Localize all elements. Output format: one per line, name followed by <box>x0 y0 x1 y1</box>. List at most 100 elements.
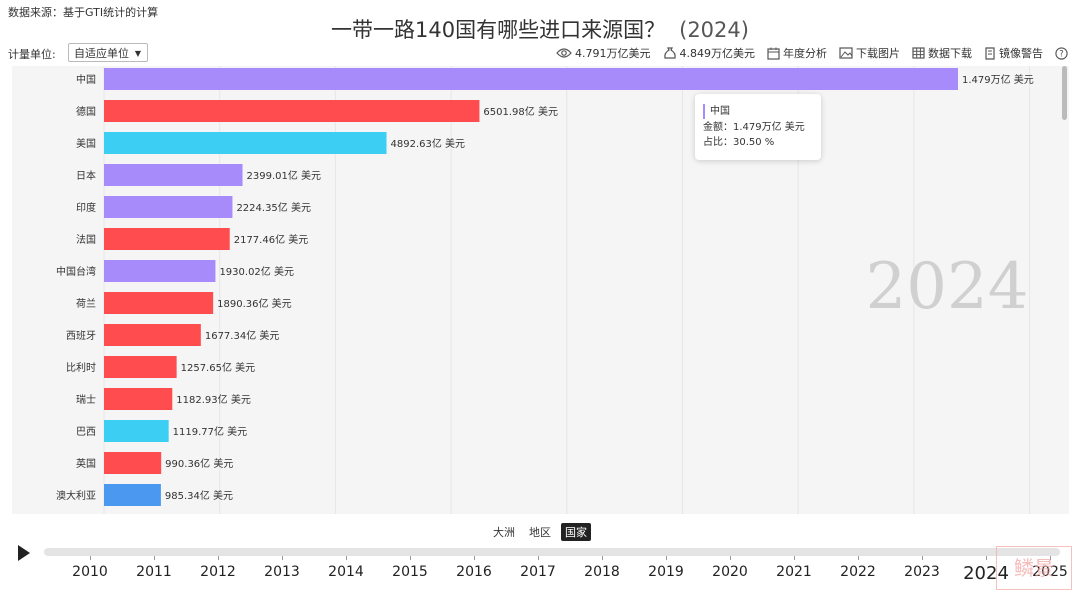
timeline-year-2018[interactable]: 2018 <box>584 564 620 580</box>
timeline-tick <box>410 556 411 560</box>
annual-analysis-button[interactable]: 年度分析 <box>767 45 827 61</box>
unit-select[interactable]: 自适应单位 ▼ <box>68 43 148 62</box>
value-label: 1677.34亿 美元 <box>205 329 280 342</box>
category-label: 德国 <box>76 105 96 118</box>
category-label: 瑞士 <box>76 393 96 406</box>
tab-region[interactable]: 地区 <box>529 526 551 539</box>
total-value-label: 4.849万亿美元 <box>679 47 756 60</box>
data-source: 数据来源：基于GTI统计的计算 <box>8 6 159 19</box>
bar <box>104 292 214 314</box>
value-label: 2224.35亿 美元 <box>236 201 311 214</box>
timeline-tick <box>90 556 91 560</box>
category-label: 中国 <box>76 73 96 86</box>
value-label: 1.479万亿 美元 <box>962 73 1034 86</box>
mirror-warning-label: 镜像警告 <box>999 47 1043 60</box>
timeline-year-2017[interactable]: 2017 <box>520 564 556 580</box>
timeline-tick <box>154 556 155 560</box>
watermark-logo: 鳞景 <box>996 546 1072 590</box>
timeline-tick <box>282 556 283 560</box>
timeline-tick <box>986 556 987 560</box>
value-label: 985.34亿 美元 <box>165 489 233 502</box>
timeline-years: 2010 2011 2012 2013 2014 2015 2016 2017 2018 2019… <box>44 556 1068 590</box>
timeline-tick <box>218 556 219 560</box>
bar <box>104 356 177 378</box>
download-image-button[interactable]: 下载图片 <box>839 45 900 61</box>
bar <box>104 452 162 474</box>
category-label: 澳大利亚 <box>56 489 96 502</box>
timeline-year-2020[interactable]: 2020 <box>712 564 748 580</box>
category-label: 中国台湾 <box>56 265 96 278</box>
play-button[interactable] <box>18 545 30 561</box>
value-label: 1890.36亿 美元 <box>217 297 292 310</box>
download-data-button[interactable]: 数据下载 <box>912 45 972 61</box>
bar <box>104 100 480 122</box>
value-label: 2177.46亿 美元 <box>234 233 309 246</box>
timeline-year-2024[interactable]: 2024 <box>963 563 1009 584</box>
category-label: 法国 <box>76 233 96 246</box>
download-data-label: 数据下载 <box>928 47 972 60</box>
category-label: 英国 <box>76 457 96 470</box>
value-label: 4892.63亿 美元 <box>391 137 466 150</box>
timeline-tick <box>794 556 795 560</box>
timeline-tick <box>538 556 539 560</box>
timeline-year-2021[interactable]: 2021 <box>776 564 812 580</box>
value-label: 1257.65亿 美元 <box>181 361 256 374</box>
bar <box>104 420 169 442</box>
total-import-label: 4.791万亿美元 <box>575 47 651 60</box>
timeline-year-2014[interactable]: 2014 <box>328 564 364 580</box>
timeline-year-2015[interactable]: 2015 <box>392 564 428 580</box>
timeline-year-2019[interactable]: 2019 <box>648 564 684 580</box>
bar <box>104 228 230 250</box>
timeline-year-2013[interactable]: 2013 <box>264 564 300 580</box>
calendar-icon <box>767 47 780 60</box>
title-year: (2024) <box>679 18 749 42</box>
chevron-down-icon: ▼ <box>134 49 141 58</box>
warning-doc-icon <box>985 46 995 60</box>
tab-continent[interactable]: 大洲 <box>493 526 515 539</box>
bar <box>104 260 216 282</box>
timeline-year-2016[interactable]: 2016 <box>456 564 492 580</box>
help-icon: ? <box>1055 46 1068 60</box>
chart-area: 2024 中国 1.479万亿 美元 德国 6501.98亿 美元 美国 4892.63亿 … <box>12 66 1069 514</box>
category-label: 印度 <box>76 201 96 214</box>
category-label: 比利时 <box>66 362 96 374</box>
value-label: 1930.02亿 美元 <box>219 265 294 278</box>
bar <box>104 68 958 90</box>
value-label: 2399.01亿 美元 <box>247 169 322 182</box>
total-value-stat[interactable]: 4.849万亿美元 <box>663 45 756 61</box>
timeline-tick <box>346 556 347 560</box>
timeline-tick <box>922 556 923 560</box>
tooltip-country: 中国 <box>703 104 821 119</box>
unit-select-value: 自适应单位 <box>74 47 129 60</box>
tooltip-share: 占比：30.50 % <box>703 137 775 148</box>
chart-scrollbar[interactable] <box>1062 66 1067 120</box>
timeline-track[interactable] <box>44 548 1060 556</box>
timeline-year-2022[interactable]: 2022 <box>840 564 876 580</box>
mirror-warning-button[interactable]: 镜像警告 <box>984 45 1043 61</box>
timeline-year-2012[interactable]: 2012 <box>200 564 236 580</box>
category-label: 西班牙 <box>66 330 96 342</box>
money-bag-icon <box>663 47 676 59</box>
category-label: 巴西 <box>76 426 96 438</box>
help-button[interactable]: ? <box>1055 46 1068 60</box>
bar <box>104 164 243 186</box>
timeline-tick <box>666 556 667 560</box>
total-import-stat[interactable]: 4.791万亿美元 <box>556 45 651 61</box>
value-label: 1119.77亿 美元 <box>173 425 248 438</box>
timeline-year-2011[interactable]: 2011 <box>136 564 172 580</box>
table-icon <box>912 47 925 59</box>
timeline-year-2010[interactable]: 2010 <box>72 564 108 580</box>
bar <box>104 324 201 346</box>
tooltip-amount: 金额：1.479万亿 美元 <box>703 122 805 133</box>
year-watermark: 2024 <box>866 250 1029 324</box>
bar <box>104 132 387 154</box>
tab-country[interactable]: 国家 <box>561 523 591 541</box>
eye-icon <box>556 48 572 58</box>
bar <box>104 484 161 506</box>
timeline-tick <box>474 556 475 560</box>
timeline-year-2023[interactable]: 2023 <box>904 564 940 580</box>
timeline-year-2025[interactable]: 2025 <box>1032 564 1068 580</box>
bar <box>104 388 173 410</box>
title-text: 一带一路140国有哪些进口来源国？ <box>331 18 666 42</box>
